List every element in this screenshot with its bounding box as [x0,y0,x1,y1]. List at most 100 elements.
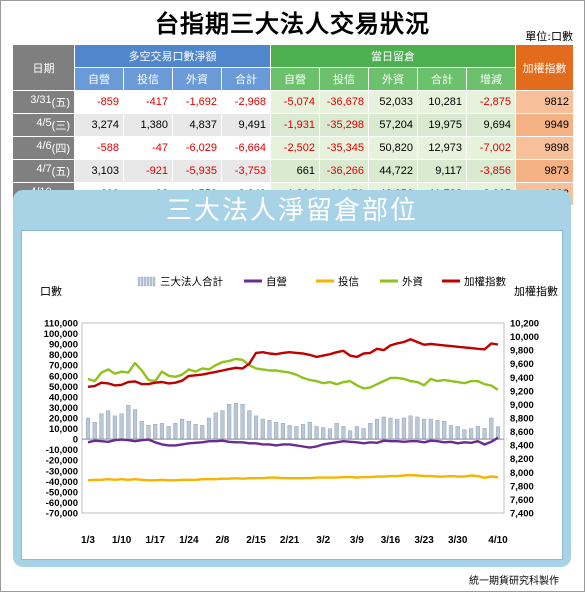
legend-label: 三大法人合計 [160,275,223,288]
oi-cell: -35,298 [319,113,369,137]
footer-credit: 統一期貨研究科製作 [469,576,559,587]
total-bar [475,426,480,440]
oi-col-header: 外資 [368,67,418,91]
y-tick-label: -40,000 [46,477,78,488]
oi-cell: 9,117 [417,159,467,183]
net-col-header: 合計 [221,67,271,91]
net-cell: -921 [123,159,173,183]
date-header: 日期 [12,44,75,91]
total-bar [240,404,245,440]
y-tick-label: -60,000 [46,498,78,509]
oi-col-header: 自營 [270,67,320,91]
legend-swatch [149,276,153,287]
legend-label: 加權指數 [464,275,506,288]
total-bar [173,423,178,440]
net-cell: -47 [123,136,173,160]
net-cell: -3,753 [221,159,271,183]
oi-cell: 12,973 [417,136,467,160]
total-bar [489,417,494,440]
x-tick-label: 3/2 [316,535,330,546]
plot-border [81,322,505,514]
y-tick-label: 100,000 [44,329,78,340]
total-bar [395,418,400,440]
table-body: 3/31 (五) -859 -417 -1,692 -2,968 -5,074 -36,678… [12,90,574,206]
net-cell: -859 [74,90,124,114]
total-bar [99,413,104,440]
total-bar [247,410,252,440]
net-cell: 3,274 [74,113,124,137]
index-cell: 9898 [515,136,574,160]
net-cell: -5,935 [172,159,222,183]
net-cell: -1,692 [172,90,222,114]
y-tick-label: -70,000 [46,509,78,520]
total-bar [193,424,198,440]
y-tick-label: 60,000 [49,371,78,382]
total-bar [146,425,151,440]
row-weekday: (五) [51,166,70,178]
y-tick-label: 50,000 [49,382,78,393]
total-bar [408,415,413,440]
oi-cell: -3,856 [466,159,516,183]
total-bar [428,418,433,440]
y2-tick-label: 9,200 [510,386,534,397]
net-cell: 3,103 [74,159,124,183]
total-bar [159,423,164,440]
y2-tick-label: 9,800 [510,346,534,357]
x-tick-label: 3/30 [448,535,468,546]
total-bar [133,409,138,440]
table-row: 3/31 (五) -859 -417 -1,692 -2,968 -5,074 -36,678… [12,90,574,114]
y2-tick-label: 7,800 [510,481,534,492]
net-cell: -588 [74,136,124,160]
oi-cell: 52,033 [368,90,418,114]
trust-line [87,473,499,482]
oi-cell: 19,975 [417,113,467,137]
row-date: 4/5 (三) [12,113,75,137]
legend-label: 自營 [266,275,287,288]
total-bar [180,418,185,440]
y2-tick-label: 9,600 [510,359,534,370]
table-row: 4/6 (四) -588 -47 -6,029 -6,664 -2,502 -35,345 50… [12,136,574,160]
dealer-line [87,436,499,449]
y2-tick-label: 10,200 [510,319,539,330]
total-bar [106,410,111,440]
oi-cell: -36,678 [319,90,369,114]
y-tick-label: 10,000 [49,424,78,435]
total-bar [200,425,205,440]
row-date: 3/31 (五) [12,90,75,114]
table-row: 4/7 (五) 3,103 -921 -5,935 -3,753 661 -36,266 44,… [12,159,574,183]
index-cell: 9873 [515,159,574,183]
net-col-header: 外資 [172,67,222,91]
x-tick-label: 3/16 [381,535,401,546]
net-col-header: 投信 [123,67,173,91]
oi-cell: -36,266 [319,159,369,183]
x-tick-label: 2/15 [246,535,266,546]
net-col-header: 自營 [74,67,124,91]
oi-col-header: 合計 [417,67,467,91]
y-tick-label: 30,000 [49,403,78,414]
oi-cell: -5,074 [270,90,320,114]
total-bar [301,424,306,440]
total-bar [455,426,460,440]
x-tick-label: 2/8 [215,535,229,546]
x-tick-label: 1/3 [81,535,95,546]
total-bar [482,428,487,440]
total-bar [85,417,91,440]
legend-swatch [143,276,147,287]
y-tick-label: -20,000 [46,456,78,467]
total-bar [307,422,312,440]
total-bar [233,403,238,440]
y-tick-label: 20,000 [49,414,78,425]
total-bar [469,428,474,440]
x-tick-label: 3/9 [350,535,364,546]
row-date: 4/7 (五) [12,159,75,183]
total-bar [354,426,359,440]
x-tick-label: 1/10 [112,535,132,546]
row-date-value: 4/5 [36,117,52,129]
total-bar [220,410,225,440]
total-bar [260,418,265,440]
oi-header: 當日留倉 [270,44,516,68]
total-bar [401,417,406,440]
x-tick-label: 1/17 [145,535,165,546]
total-bar [361,428,366,440]
index-line [87,338,499,388]
